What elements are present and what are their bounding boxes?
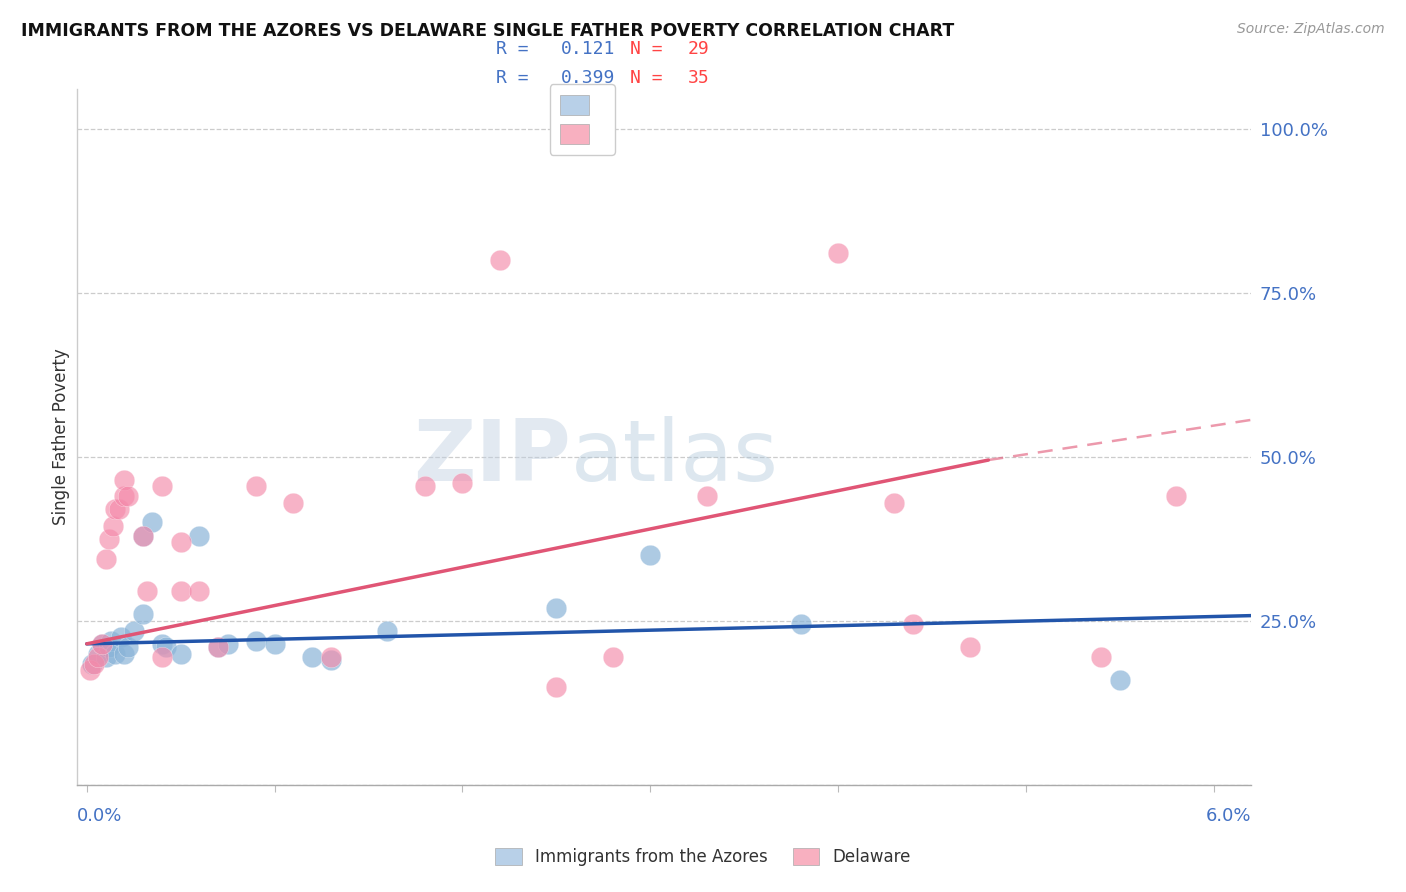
Point <box>82 657 104 671</box>
Legend: , : , <box>550 85 614 155</box>
Text: 0.0%: 0.0% <box>77 807 122 825</box>
Point <box>319 650 342 665</box>
Point <box>94 551 117 566</box>
Point <box>903 617 925 632</box>
Point <box>188 584 211 599</box>
Point <box>207 640 229 654</box>
Point <box>789 617 811 632</box>
Point <box>150 479 173 493</box>
Point <box>169 584 191 599</box>
Point <box>1166 489 1188 503</box>
Point <box>132 528 155 542</box>
Text: R =: R = <box>496 40 540 58</box>
Point <box>112 647 135 661</box>
Point <box>207 640 229 654</box>
Point <box>150 637 173 651</box>
Point <box>87 647 110 661</box>
Legend: Immigrants from the Azores, Delaware: Immigrants from the Azores, Delaware <box>486 840 920 875</box>
Point <box>602 650 624 665</box>
Point <box>283 496 305 510</box>
Point <box>132 528 155 542</box>
Text: IMMIGRANTS FROM THE AZORES VS DELAWARE SINGLE FATHER POVERTY CORRELATION CHART: IMMIGRANTS FROM THE AZORES VS DELAWARE S… <box>21 22 955 40</box>
Point <box>112 473 135 487</box>
Point <box>451 476 474 491</box>
Point <box>132 607 155 622</box>
Y-axis label: Single Father Poverty: Single Father Poverty <box>52 349 70 525</box>
Point <box>101 518 124 533</box>
Point <box>90 637 112 651</box>
Point <box>1108 673 1130 687</box>
Point <box>546 600 568 615</box>
Text: N =: N = <box>630 70 673 87</box>
Text: N =: N = <box>630 40 673 58</box>
Point <box>104 502 127 516</box>
Point <box>217 637 239 651</box>
Point <box>319 653 342 667</box>
Point <box>263 637 285 651</box>
Point <box>696 489 718 503</box>
Text: 6.0%: 6.0% <box>1206 807 1251 825</box>
Point <box>169 535 191 549</box>
Text: ZIP: ZIP <box>413 417 571 500</box>
Point <box>188 528 211 542</box>
Point <box>413 479 436 493</box>
Point <box>94 650 117 665</box>
Point <box>104 647 127 661</box>
Text: 0.399: 0.399 <box>561 70 616 87</box>
Point <box>827 246 849 260</box>
Text: 29: 29 <box>688 40 710 58</box>
Point <box>107 502 129 516</box>
Point <box>546 680 568 694</box>
Point <box>150 650 173 665</box>
Text: R =: R = <box>496 70 540 87</box>
Point <box>83 657 105 671</box>
Point <box>98 532 121 546</box>
Point <box>375 624 398 638</box>
Point <box>112 489 135 503</box>
Text: 35: 35 <box>688 70 710 87</box>
Point <box>959 640 981 654</box>
Point <box>245 479 267 493</box>
Point <box>638 548 661 562</box>
Point <box>90 637 112 651</box>
Text: atlas: atlas <box>571 417 779 500</box>
Point <box>87 650 110 665</box>
Point <box>489 252 512 267</box>
Point <box>883 496 905 510</box>
Point <box>122 624 145 638</box>
Point <box>98 640 121 654</box>
Point <box>110 630 132 644</box>
Text: 0.121: 0.121 <box>561 40 616 58</box>
Point <box>301 650 323 665</box>
Point <box>117 640 139 654</box>
Point <box>1090 650 1112 665</box>
Point <box>141 516 163 530</box>
Point <box>245 633 267 648</box>
Point <box>169 647 191 661</box>
Point <box>79 663 101 677</box>
Text: Source: ZipAtlas.com: Source: ZipAtlas.com <box>1237 22 1385 37</box>
Point <box>100 633 122 648</box>
Point <box>155 640 177 654</box>
Point <box>117 489 139 503</box>
Point <box>135 584 157 599</box>
